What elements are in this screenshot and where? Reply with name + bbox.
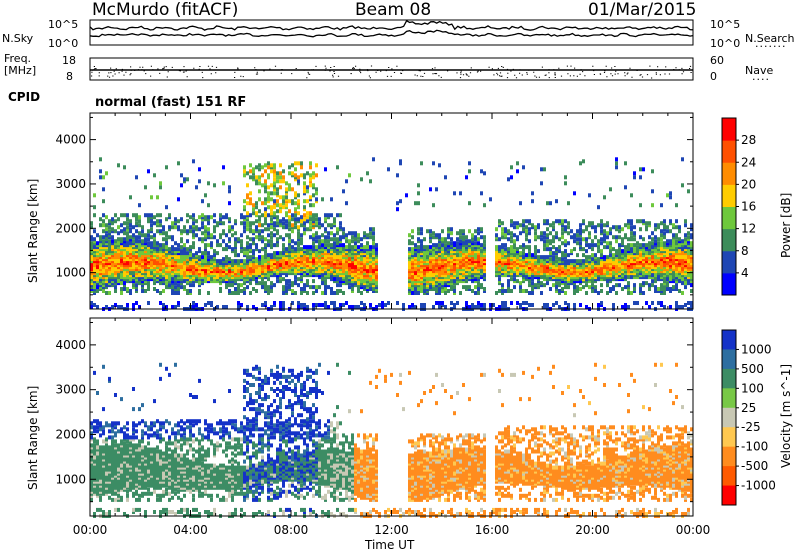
noise-panel-frame [89, 19, 694, 46]
power-colorbar-label: 12 [741, 222, 756, 236]
velocity-ytick-label: 3000 [55, 383, 86, 397]
noise-right-tick-bottom: 10^0 [710, 37, 741, 50]
velocity-colorbar-segment [722, 446, 736, 467]
freq-unit-label: [MHz] [4, 64, 37, 77]
nave-points [91, 65, 692, 79]
freq-left-tick-top: 18 [62, 54, 76, 67]
velocity-colorbar-segment [722, 349, 736, 370]
velocity-colorbar-label: 1000 [741, 342, 772, 356]
power-colorbar-label: 16 [741, 200, 756, 214]
velocity-ytick-label: 2000 [55, 427, 86, 441]
power-colorbar-segment [722, 118, 736, 141]
power-ytick-label: 3000 [55, 177, 86, 191]
noise-sky-line [89, 29, 694, 38]
velocity-colorbar-segment [722, 466, 736, 487]
n-search-dots: ······· [755, 40, 787, 53]
velocity-ytick-label: 4000 [55, 338, 86, 352]
velocity-colorbar-label: -100 [741, 440, 768, 454]
cpid-label: CPID [8, 90, 41, 104]
power-colorbar-segment [722, 206, 736, 230]
power-ytick-label: 4000 [55, 133, 86, 147]
velocity-colorbar-segment [722, 388, 736, 409]
power-colorbar-segment [722, 140, 736, 163]
mode-text: normal (fast) 151 RF [95, 95, 247, 110]
nave-label: Nave [745, 64, 774, 77]
time-xtick-label: 08:00 [274, 523, 309, 537]
power-colorbar-segment [722, 228, 736, 252]
time-xtick-label: 20:00 [575, 523, 610, 537]
power-colorbar-label: 28 [741, 133, 756, 147]
beam-title: Beam 08 [355, 0, 432, 20]
power-colorbar-segment [722, 184, 736, 207]
velocity-colorbar-label: Velocity [m s^-1] [779, 363, 793, 468]
velocity-colorbar-segment [722, 368, 736, 389]
velocity-colorbar-frame [721, 329, 737, 506]
velocity-colorbar-label: -25 [741, 420, 761, 434]
time-xlabel: Time UT [365, 538, 415, 552]
freq-panel-frame [89, 57, 694, 81]
noise-left-tick-bottom: 10^0 [48, 37, 79, 50]
station-title: McMurdo (fitACF) [92, 0, 239, 20]
power-colorbar-label: 20 [741, 177, 756, 191]
power-colorbar-segment [722, 272, 736, 296]
velocity-colorbar-label: 500 [741, 362, 764, 376]
velocity-data-cells [90, 362, 693, 518]
time-xtick-label: 00:00 [676, 523, 711, 537]
power-colorbar-label: 24 [741, 155, 756, 169]
nave-tick-bottom: 0 [710, 70, 717, 83]
n-search-label: N.Search [745, 32, 795, 45]
power-colorbar-label: 8 [741, 244, 749, 258]
velocity-colorbar-label: -1000 [741, 479, 776, 493]
power-colorbar-segment [722, 162, 736, 185]
velocity-colorbar-segment [722, 485, 736, 506]
velocity-colorbar-segment [722, 330, 736, 350]
time-xtick-label: 04:00 [173, 523, 208, 537]
velocity-colorbar-label: 25 [741, 401, 756, 415]
freq-label: Freq. [4, 52, 32, 65]
velocity-colorbar-segment [722, 427, 736, 448]
power-colorbar-label: Power [dB] [779, 192, 793, 258]
power-ytick-label: 2000 [55, 221, 86, 235]
freq-left-tick-bottom: 8 [66, 70, 73, 83]
date-title: 01/Mar/2015 [588, 0, 697, 20]
time-xtick-label: 16:00 [475, 523, 510, 537]
velocity-ylabel: Slant Range [km] [26, 385, 40, 490]
velocity-colorbar-segment [722, 407, 736, 428]
noise-right-tick-top: 10^5 [710, 18, 741, 31]
time-xtick-label: 12:00 [374, 523, 409, 537]
nave-tick-top: 60 [710, 54, 724, 67]
power-ylabel: Slant Range [km] [26, 178, 40, 283]
velocity-ytick-label: 1000 [55, 472, 86, 486]
noise-left-tick-top: 10^5 [48, 18, 79, 31]
noise-search-line [89, 19, 694, 31]
velocity-colorbar-label: -500 [741, 459, 768, 473]
velocity-colorbar-label: 100 [741, 381, 764, 395]
n-sky-label: N.Sky [2, 32, 34, 45]
time-xtick-label: 00:00 [73, 523, 108, 537]
power-colorbar-segment [722, 250, 736, 274]
nave-dots: ···· [752, 73, 770, 86]
power-ytick-label: 1000 [55, 266, 86, 280]
power-data-cells [90, 157, 693, 311]
power-colorbar-label: 4 [741, 266, 749, 280]
